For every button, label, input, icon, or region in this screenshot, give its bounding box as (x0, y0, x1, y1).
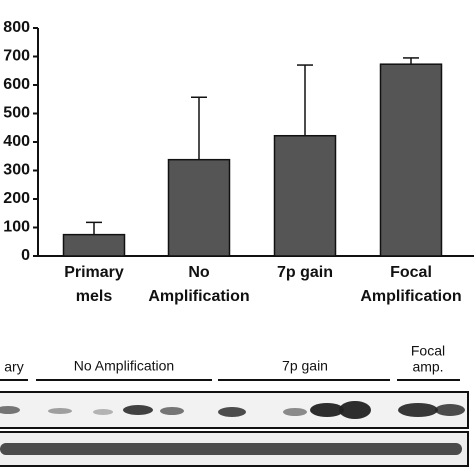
y-tick-label: 700 (3, 48, 30, 65)
y-tick-label: 800 (3, 19, 30, 36)
blot-label: 7p gain (282, 358, 328, 374)
x-tick-label: mels (76, 288, 113, 305)
blot-label: No Amplification (74, 358, 174, 374)
blot-label: ary (4, 359, 23, 375)
band (339, 401, 371, 419)
band (160, 407, 184, 415)
y-tick-label: 500 (3, 105, 30, 122)
bar (167, 158, 231, 257)
bands (0, 401, 465, 455)
band (93, 409, 113, 415)
bar (62, 233, 126, 257)
y-tick-label: 600 (3, 76, 30, 93)
band (435, 404, 465, 416)
x-tick-label: Focal (390, 264, 432, 281)
x-tick-label: 7p gain (277, 264, 333, 281)
y-tick-label: 0 (21, 247, 30, 264)
band (283, 408, 307, 416)
blot-label: amp. (412, 359, 443, 375)
band (0, 443, 462, 455)
x-tick-label: No (188, 264, 210, 281)
y-tick-label: 300 (3, 162, 30, 179)
band (310, 403, 344, 417)
band (123, 405, 153, 415)
y-tick-label: 200 (3, 190, 30, 207)
bar (273, 134, 337, 257)
band (0, 406, 20, 414)
band (398, 403, 438, 417)
x-tick-label: Amplification (148, 288, 249, 305)
x-tick-label: Primary (64, 264, 124, 281)
blot-label: Focal (411, 343, 445, 359)
bar (379, 63, 443, 257)
y-tick-label: 100 (3, 219, 30, 236)
band (218, 407, 246, 417)
blot-panel: ary No Amplification 7p gain Focal amp. (0, 343, 469, 467)
x-tick-label: Amplification (360, 288, 461, 305)
band (48, 408, 72, 414)
y-tick-label: 400 (3, 133, 30, 150)
